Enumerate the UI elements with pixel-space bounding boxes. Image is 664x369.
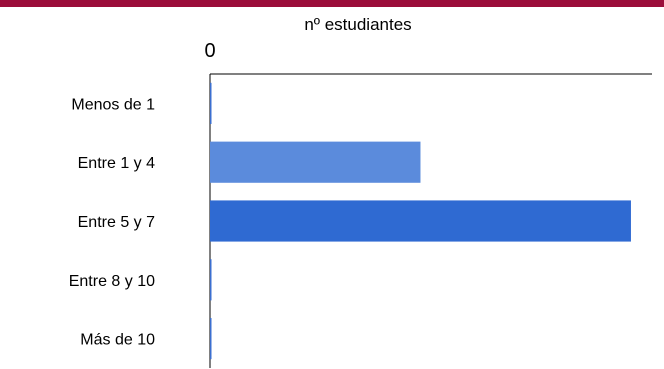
bar (210, 318, 212, 360)
category-label: Menos de 1 (71, 96, 155, 113)
x-axis-title: nº estudiantes (304, 15, 411, 34)
category-label: Más de 10 (80, 332, 155, 349)
bar (210, 259, 212, 301)
category-label: Entre 5 y 7 (78, 214, 155, 231)
bar (210, 82, 212, 124)
category-label: Entre 1 y 4 (78, 155, 155, 172)
x-tick-label: 0 (204, 40, 215, 62)
top-accent-bar (0, 0, 664, 7)
bar (210, 200, 631, 242)
category-label: Entre 8 y 10 (69, 273, 155, 290)
bar (210, 141, 421, 183)
